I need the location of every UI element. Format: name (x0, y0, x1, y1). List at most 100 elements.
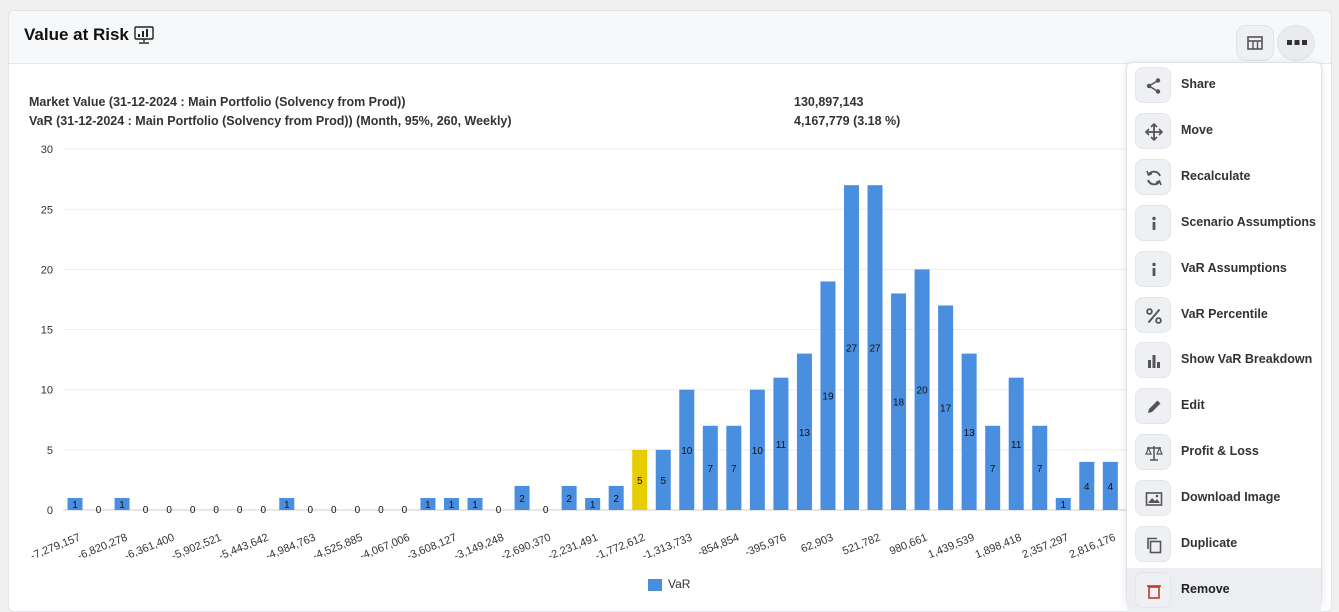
bar[interactable] (1032, 425, 1048, 510)
x-tick-label: -3,149,248 (452, 532, 505, 563)
menu-item-show-var-breakdown[interactable]: Show VaR Breakdown (1127, 338, 1321, 382)
scale-icon (1135, 434, 1171, 471)
bar-data-label: 0 (496, 505, 502, 516)
bar[interactable] (514, 485, 530, 510)
bar-data-label: 11 (1011, 440, 1022, 451)
menu-item-profit-loss[interactable]: Profit & Loss (1127, 430, 1321, 474)
x-tick-label: 1,439,539 (926, 532, 976, 561)
bar[interactable] (679, 389, 695, 510)
bar[interactable] (891, 293, 907, 510)
bar-data-label: 0 (213, 505, 219, 516)
x-tick-label: -6,820,278 (76, 532, 129, 563)
bar-data-label: 2 (613, 494, 619, 505)
bar-data-label: 0 (308, 505, 314, 516)
info-icon (1135, 204, 1171, 241)
bar[interactable] (420, 497, 436, 510)
bar[interactable] (632, 449, 648, 510)
bar[interactable] (914, 269, 930, 510)
bar-data-label: 0 (378, 505, 384, 516)
bar-data-label: 1 (590, 500, 596, 511)
bar[interactable] (749, 389, 765, 510)
menu-item-remove[interactable]: Remove (1127, 567, 1321, 612)
bar-data-label: 2 (519, 494, 525, 505)
bar[interactable] (1079, 461, 1095, 510)
bar[interactable] (1008, 377, 1024, 510)
bar[interactable] (655, 449, 671, 510)
bar[interactable] (1102, 461, 1118, 510)
var-widget-card: Value at Risk (8, 10, 1332, 612)
bar-data-label: 10 (681, 446, 693, 457)
y-tick-label: 20 (41, 264, 53, 276)
bar-data-label: 27 (869, 344, 881, 355)
bar[interactable] (608, 485, 624, 510)
bar[interactable] (702, 425, 718, 510)
bar[interactable] (279, 497, 295, 510)
menu-item-recalculate[interactable]: Recalculate (1127, 155, 1321, 199)
bar[interactable] (443, 497, 459, 510)
x-tick-label: -5,443,642 (217, 532, 270, 563)
bar-data-label: 7 (1037, 464, 1043, 475)
bar[interactable] (938, 305, 954, 510)
y-tick-label: 10 (41, 385, 53, 397)
x-tick-label: -1,313,733 (641, 532, 694, 563)
menu-item-label: Download Image (1181, 490, 1281, 505)
menu-item-share[interactable]: Share (1127, 63, 1321, 107)
bar-data-label: 7 (731, 464, 737, 475)
bar[interactable] (985, 425, 1001, 510)
legend-swatch[interactable] (648, 579, 662, 591)
bar-data-label: 13 (964, 428, 976, 439)
table-view-button[interactable] (1236, 25, 1274, 61)
bar-data-label: 0 (543, 505, 549, 516)
legend-label[interactable]: VaR (668, 577, 691, 591)
bar-data-label: 1 (119, 500, 125, 511)
x-tick-label: -395,976 (743, 532, 788, 559)
bar[interactable] (796, 353, 812, 510)
trash-icon (1135, 571, 1171, 608)
bar[interactable] (561, 485, 577, 510)
menu-item-scenario-assumptions[interactable]: Scenario Assumptions (1127, 201, 1321, 245)
pencil-icon (1135, 388, 1171, 425)
bar[interactable] (820, 281, 836, 510)
x-tick-label: -1,772,612 (594, 532, 647, 563)
x-tick-label: -6,361,400 (123, 532, 176, 563)
bar[interactable] (773, 377, 789, 510)
bar[interactable] (867, 185, 883, 510)
menu-item-label: Duplicate (1181, 536, 1238, 550)
bar[interactable] (467, 497, 483, 510)
menu-item-move[interactable]: Move (1127, 109, 1321, 153)
x-tick-label: -2,690,370 (499, 532, 552, 563)
bar-data-label: 0 (402, 505, 408, 516)
menu-item-var-percentile[interactable]: VaR Percentile (1127, 293, 1321, 337)
bar-data-label: 27 (846, 344, 858, 355)
bar[interactable] (114, 497, 130, 510)
bar[interactable] (67, 497, 83, 510)
x-tick-label: 62,903 (799, 532, 835, 556)
bar-data-label: 20 (917, 386, 929, 397)
bar-data-label: 0 (355, 505, 361, 516)
menu-item-label: Profit & Loss (1181, 444, 1259, 459)
bar[interactable] (585, 497, 601, 510)
y-tick-label: 30 (41, 144, 53, 156)
menu-item-label: VaR Percentile (1181, 306, 1268, 321)
menu-item-var-assumptions[interactable]: VaR Assumptions (1127, 247, 1321, 291)
y-tick-label: 25 (41, 204, 53, 216)
bar[interactable] (843, 185, 859, 510)
menu-item-edit[interactable]: Edit (1127, 384, 1321, 428)
bar-data-label: 0 (260, 505, 266, 516)
options-menu: Share Move Recalculate Scenario Assumptions… (1126, 62, 1322, 612)
bar[interactable] (726, 425, 742, 510)
x-tick-label: -4,984,763 (264, 532, 317, 563)
bar-data-label: 17 (940, 404, 952, 415)
bar-data-label: 19 (822, 392, 834, 403)
bar-data-label: 4 (1108, 482, 1114, 493)
menu-item-label: Show VaR Breakdown (1181, 352, 1313, 367)
menu-item-download-image[interactable]: Download Image (1127, 476, 1321, 520)
bar-chart-icon (1135, 342, 1171, 379)
y-tick-label: 5 (47, 445, 53, 457)
menu-item-duplicate[interactable]: Duplicate (1127, 522, 1321, 566)
bar-data-label: 0 (166, 505, 172, 516)
bar[interactable] (961, 353, 977, 510)
more-options-button[interactable] (1277, 25, 1315, 61)
bar-data-label: 0 (237, 505, 243, 516)
bar[interactable] (1055, 497, 1071, 510)
